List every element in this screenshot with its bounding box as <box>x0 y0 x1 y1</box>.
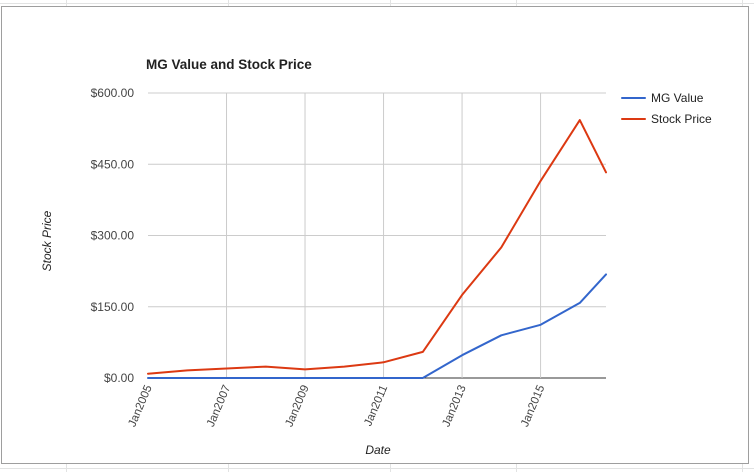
data-point <box>186 377 188 379</box>
chart-legend: MG Value Stock Price <box>621 91 712 126</box>
data-point <box>605 273 607 275</box>
data-point <box>147 377 149 379</box>
y-tick-label: $450.00 <box>91 157 135 171</box>
x-tick-label: Jan2011 <box>362 383 390 428</box>
legend-label-stock-price: Stock Price <box>651 112 712 126</box>
series-lines <box>147 119 607 379</box>
data-point <box>579 302 581 304</box>
data-point <box>500 334 502 336</box>
embedded-chart[interactable]: $0.00 $150.00 $300.00 $450.00 $600.00 Jan200… <box>1 6 749 464</box>
legend-label-mg-value: MG Value <box>651 91 704 105</box>
data-point <box>382 377 384 379</box>
sheet-row-divider <box>0 3 754 4</box>
data-point <box>461 294 463 296</box>
data-point <box>343 365 345 367</box>
data-point <box>225 377 227 379</box>
legend-item-mg-value: MG Value <box>621 91 704 105</box>
y-tick-label: $300.00 <box>91 229 135 243</box>
data-point <box>382 361 384 363</box>
data-point <box>539 324 541 326</box>
gridlines <box>148 92 606 379</box>
x-tick-label: Jan2005 <box>126 383 154 428</box>
data-point <box>147 373 149 375</box>
data-point <box>343 377 345 379</box>
x-axis-ticks: Jan2005 Jan2007 Jan2009 Jan2011 Jan2013 Jan20… <box>126 383 547 428</box>
data-point <box>422 377 424 379</box>
data-point <box>265 377 267 379</box>
y-axis-ticks: $0.00 $150.00 $300.00 $450.00 $600.00 <box>91 86 135 385</box>
legend-item-stock-price: Stock Price <box>621 112 712 126</box>
chart-title: MG Value and Stock Price <box>146 57 312 72</box>
data-point <box>605 171 607 173</box>
x-tick-label: Jan2015 <box>519 383 547 428</box>
x-tick-label: Jan2009 <box>284 383 312 428</box>
data-point <box>265 365 267 367</box>
data-point <box>461 354 463 356</box>
y-tick-label: $0.00 <box>104 371 134 385</box>
x-tick-label: Jan2013 <box>441 383 469 428</box>
y-tick-label: $150.00 <box>91 300 135 314</box>
data-point <box>500 246 502 248</box>
series-line-mg-value <box>147 273 607 379</box>
data-point <box>422 351 424 353</box>
x-tick-label: Jan2007 <box>205 383 233 428</box>
data-point <box>579 119 581 121</box>
data-point <box>225 367 227 369</box>
data-point <box>539 180 541 182</box>
series-line-stock-price <box>147 119 607 375</box>
data-point <box>304 368 306 370</box>
data-point <box>304 377 306 379</box>
sheet-row-divider <box>0 468 754 469</box>
data-point <box>186 369 188 371</box>
y-tick-label: $600.00 <box>91 86 135 100</box>
y-axis-title: Stock Price <box>40 210 54 271</box>
line-chart: $0.00 $150.00 $300.00 $450.00 $600.00 Jan200… <box>40 57 712 457</box>
x-axis-title: Date <box>365 443 391 457</box>
